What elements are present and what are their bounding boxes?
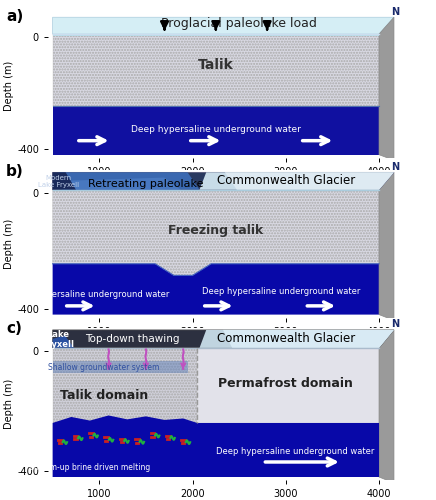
Polygon shape <box>53 336 74 348</box>
X-axis label: Distance (m): Distance (m) <box>191 340 254 349</box>
Polygon shape <box>225 172 394 190</box>
Text: Deep hypersaline underground water: Deep hypersaline underground water <box>202 287 360 296</box>
Text: Bottom-up brine driven melting: Bottom-up brine driven melting <box>29 464 150 472</box>
Polygon shape <box>200 330 394 348</box>
Polygon shape <box>53 264 379 314</box>
Text: c): c) <box>6 322 22 336</box>
Text: Top-down thawing: Top-down thawing <box>85 334 179 344</box>
Text: Deep hypersaline underground water: Deep hypersaline underground water <box>216 447 374 456</box>
Polygon shape <box>53 348 197 423</box>
Text: a): a) <box>6 10 24 24</box>
X-axis label: Distance (m): Distance (m) <box>191 180 254 190</box>
Polygon shape <box>379 172 394 320</box>
Text: N: N <box>391 6 399 16</box>
Polygon shape <box>379 17 394 161</box>
Text: Commonwealth Glacier: Commonwealth Glacier <box>217 332 355 345</box>
Text: Proglacial paleolake load: Proglacial paleolake load <box>161 18 317 30</box>
Polygon shape <box>200 172 394 190</box>
Text: Freezing talik: Freezing talik <box>168 224 263 237</box>
Polygon shape <box>53 34 379 36</box>
Text: Modern
Lake Fryxell: Modern Lake Fryxell <box>38 175 79 188</box>
Polygon shape <box>58 178 181 190</box>
Text: Retreating paleolake: Retreating paleolake <box>88 179 204 189</box>
Text: Lake
Fryxell: Lake Fryxell <box>43 330 75 349</box>
Text: Talik: Talik <box>198 58 234 72</box>
Text: Deep hypersaline underground water: Deep hypersaline underground water <box>11 290 169 299</box>
Polygon shape <box>53 34 379 106</box>
Text: Commonwealth Glacier: Commonwealth Glacier <box>217 174 355 187</box>
Polygon shape <box>53 106 379 154</box>
Polygon shape <box>58 172 200 190</box>
Text: N: N <box>391 162 399 172</box>
Polygon shape <box>223 330 394 348</box>
Polygon shape <box>53 172 394 190</box>
Polygon shape <box>53 190 379 276</box>
Text: Talik domain: Talik domain <box>60 390 148 402</box>
Text: Shallow groundwater system: Shallow groundwater system <box>48 363 160 372</box>
Y-axis label: Depth (m): Depth (m) <box>4 61 14 112</box>
Text: N: N <box>391 320 399 330</box>
Polygon shape <box>53 362 188 374</box>
Polygon shape <box>53 330 394 348</box>
Text: Permafrost domain: Permafrost domain <box>218 378 353 390</box>
Text: b): b) <box>6 164 24 179</box>
Polygon shape <box>197 348 379 423</box>
Text: Deep hypersaline underground water: Deep hypersaline underground water <box>131 125 301 134</box>
Polygon shape <box>53 172 76 190</box>
Y-axis label: Depth (m): Depth (m) <box>4 378 14 429</box>
Y-axis label: Depth (m): Depth (m) <box>4 218 14 269</box>
Polygon shape <box>53 17 394 34</box>
Polygon shape <box>53 416 379 477</box>
Polygon shape <box>379 330 394 483</box>
